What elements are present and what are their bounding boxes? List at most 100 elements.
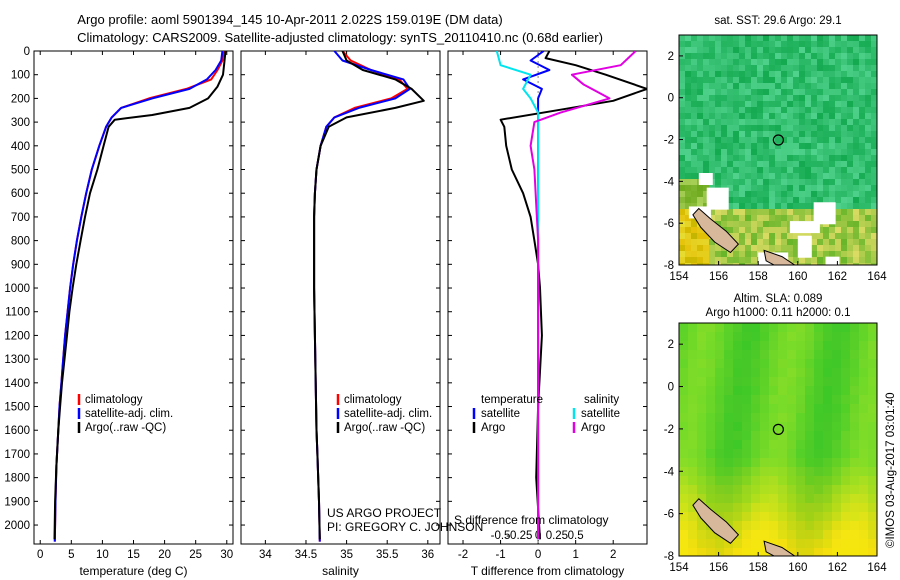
map-cell <box>853 113 860 120</box>
map-cell <box>697 167 704 174</box>
map-cell <box>703 233 710 240</box>
map-cell <box>697 323 707 333</box>
map-cell <box>751 350 761 360</box>
map-cell <box>727 173 734 180</box>
latitude-tick-label: -6 <box>664 509 674 521</box>
map-cell <box>769 209 776 216</box>
map-cell <box>757 203 764 210</box>
map-cell <box>799 173 806 180</box>
map-cell <box>742 485 752 495</box>
map-cell <box>850 548 860 556</box>
map-cell <box>787 368 797 378</box>
map-cell <box>805 377 815 387</box>
map-cell <box>706 323 716 333</box>
x-axis-label: salinity <box>322 564 359 578</box>
map-cell <box>703 143 710 150</box>
map-cell <box>805 83 812 90</box>
map-cell <box>823 458 833 468</box>
map-cell <box>811 47 818 54</box>
map-cell <box>871 245 877 252</box>
legend-label-argo: Argo(..raw -QC) <box>85 422 166 434</box>
map-cell <box>847 143 854 150</box>
map-cell <box>805 89 812 96</box>
map-cell <box>709 101 716 108</box>
map-cell <box>850 530 860 540</box>
map-cell <box>811 83 818 90</box>
map-cell <box>787 119 794 126</box>
longitude-tick-label: 158 <box>749 562 768 574</box>
map-cell <box>841 179 848 186</box>
map-cell <box>727 137 734 144</box>
map-cell <box>850 323 860 333</box>
map-cell <box>685 251 692 258</box>
map-cell <box>706 422 716 432</box>
map-cell <box>775 233 782 240</box>
map-cell <box>799 119 806 126</box>
map-cell <box>841 233 848 240</box>
map-cell <box>775 119 782 126</box>
map-cell <box>721 209 728 216</box>
map-cell <box>709 155 716 162</box>
map-cell <box>775 179 782 186</box>
map-cell <box>751 476 761 486</box>
map-frame <box>678 34 878 266</box>
map-cell <box>868 395 877 405</box>
map-cell <box>679 131 686 138</box>
map-cell <box>715 89 722 96</box>
map-cell <box>775 47 782 54</box>
map-cell <box>685 197 692 204</box>
map-cell <box>724 413 734 423</box>
map-cell <box>733 323 743 333</box>
map-cell <box>799 191 806 198</box>
map-cell <box>850 404 860 414</box>
map-cell <box>868 422 877 432</box>
map-cell <box>829 113 836 120</box>
map-cell <box>763 113 770 120</box>
map-cell <box>817 191 824 198</box>
map-cell <box>697 257 704 264</box>
map-cell <box>715 332 725 342</box>
longitude-tick-label: 164 <box>867 562 887 574</box>
map-cell <box>769 233 776 240</box>
map-cell <box>778 485 788 495</box>
map-cell <box>832 377 842 387</box>
map-cell <box>760 521 770 531</box>
map-cell <box>829 251 836 258</box>
map-cell <box>805 548 815 556</box>
map-cell <box>832 512 842 522</box>
map-cell <box>847 95 854 102</box>
map-cell <box>835 53 842 60</box>
map-cell <box>751 137 758 144</box>
temperature-panel: 0100200300400500600700800900100011001200… <box>4 46 234 578</box>
map-cell <box>847 191 854 198</box>
map-cell <box>739 251 746 258</box>
map-cell <box>751 422 761 432</box>
map-cell <box>832 548 842 556</box>
map-cell <box>841 71 848 78</box>
map-cell <box>715 221 722 228</box>
map-cell <box>805 35 812 42</box>
map-cell <box>823 179 830 186</box>
map-cell <box>751 227 758 234</box>
map-cell <box>817 59 824 66</box>
map-cell <box>742 404 752 414</box>
map-cell <box>697 377 707 387</box>
island-landmass <box>763 249 796 265</box>
map-cell <box>769 323 779 333</box>
map-cell <box>859 215 866 222</box>
x2-tick-label: -0.25 <box>506 530 532 542</box>
map-cell <box>799 53 806 60</box>
map-cell <box>871 251 877 258</box>
map-cell <box>850 413 860 423</box>
map-cell <box>841 440 851 450</box>
map-cell <box>814 548 824 556</box>
map-cell <box>739 203 746 210</box>
map-cell <box>868 548 877 556</box>
map-cell <box>733 83 740 90</box>
map-cell <box>751 155 758 162</box>
map-cell <box>763 125 770 132</box>
map-cell <box>871 107 877 114</box>
map-cell <box>847 227 854 234</box>
map-cell <box>763 203 770 210</box>
